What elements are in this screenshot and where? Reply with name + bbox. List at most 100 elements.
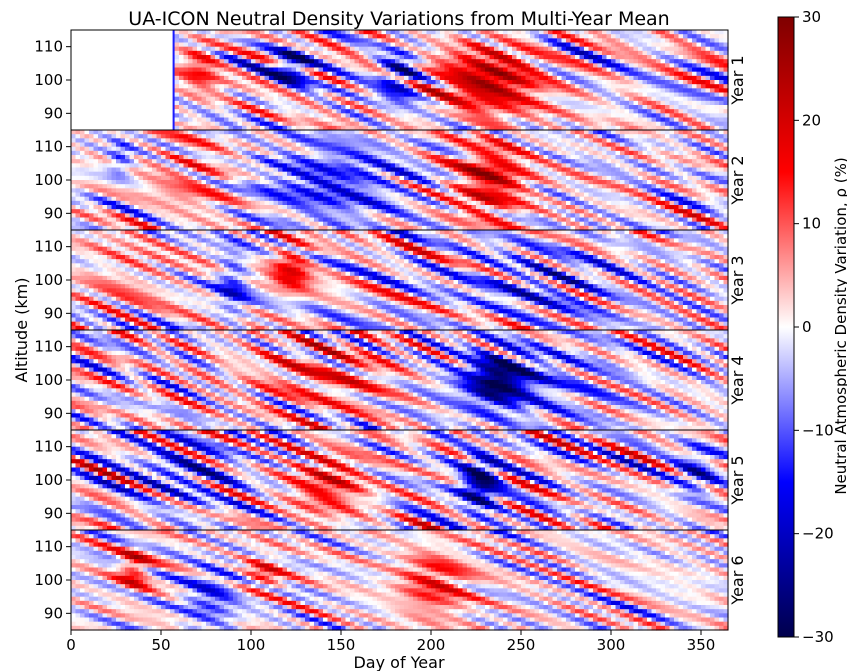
heatmap-cell: [354, 75, 360, 81]
heatmap-cell: [701, 71, 707, 77]
heatmap-cell: [444, 221, 450, 227]
heatmap-cell: [647, 125, 653, 131]
heatmap-cell: [624, 113, 630, 119]
heatmap-cell: [273, 175, 279, 181]
heatmap-cell: [404, 209, 410, 214]
heatmap-cell: [723, 96, 729, 102]
heatmap-cell: [584, 38, 590, 44]
heatmap-cell: [422, 63, 428, 69]
heatmap-cell: [323, 130, 329, 135]
heatmap-cell: [116, 225, 122, 231]
heatmap-cell: [426, 117, 432, 123]
heatmap-cell: [485, 50, 491, 56]
heatmap-cell: [71, 205, 77, 210]
heatmap-cell: [102, 184, 108, 189]
heatmap-cell: [552, 46, 558, 52]
heatmap-cell: [102, 188, 108, 194]
heatmap-cell: [714, 88, 720, 94]
heatmap-cell: [350, 34, 356, 39]
heatmap-cell: [188, 175, 194, 181]
heatmap-cell: [345, 213, 351, 219]
heatmap-cell: [597, 125, 603, 131]
heatmap-cell: [89, 196, 95, 202]
heatmap-cell: [89, 200, 95, 206]
heatmap-cell: [197, 155, 203, 160]
heatmap-cell: [363, 142, 369, 148]
heatmap-cell: [665, 34, 671, 39]
heatmap-cell: [291, 196, 297, 202]
heatmap-cell: [543, 117, 549, 123]
heatmap-cell: [210, 71, 216, 77]
heatmap-cell: [701, 113, 707, 119]
heatmap-cell: [179, 105, 185, 110]
heatmap-cell: [318, 80, 324, 85]
heatmap-cell: [476, 63, 482, 69]
heatmap-cell: [278, 38, 284, 44]
heatmap-cell: [530, 67, 536, 73]
heatmap-cell: [399, 100, 405, 106]
heatmap-cell: [602, 50, 608, 56]
heatmap-cell: [431, 146, 437, 152]
heatmap-cell: [399, 50, 405, 56]
heatmap-cell: [467, 55, 473, 60]
heatmap-cell: [237, 221, 243, 227]
heatmap-cell: [678, 109, 684, 114]
heatmap-cell: [246, 63, 252, 69]
heatmap-cell: [84, 134, 90, 139]
heatmap-cell: [282, 163, 288, 169]
heatmap-cell: [102, 175, 108, 181]
heatmap-cell: [273, 96, 279, 102]
heatmap-cell: [314, 138, 320, 144]
heatmap-cell: [530, 71, 536, 77]
heatmap-cell: [390, 163, 396, 169]
heatmap-cell: [224, 113, 230, 119]
heatmap-cell: [305, 159, 311, 164]
heatmap-cell: [503, 80, 509, 85]
heatmap-cell: [584, 125, 590, 131]
heatmap-cell: [692, 80, 698, 85]
heatmap-cell: [246, 50, 252, 56]
heatmap-cell: [273, 113, 279, 119]
heatmap-cell: [359, 171, 365, 177]
heatmap-cell: [710, 105, 716, 110]
heatmap-cell: [413, 38, 419, 44]
heatmap-cell: [332, 121, 338, 127]
heatmap-cell: [264, 163, 270, 169]
heatmap-cell: [75, 180, 81, 185]
heatmap-cell: [174, 117, 180, 123]
heatmap-cell: [435, 146, 441, 152]
heatmap-cell: [206, 196, 212, 202]
heatmap-cell: [318, 221, 324, 227]
heatmap-cell: [75, 188, 81, 194]
heatmap-cell: [336, 96, 342, 102]
heatmap-cell: [723, 42, 729, 48]
heatmap-cell: [323, 96, 329, 102]
heatmap-cell: [431, 188, 437, 194]
heatmap-cell: [332, 84, 338, 89]
heatmap-cell: [278, 42, 284, 48]
heatmap-cell: [287, 50, 293, 56]
heatmap-cell: [422, 67, 428, 73]
heatmap-cell: [575, 100, 581, 106]
heatmap-cell: [359, 217, 365, 223]
heatmap-cell: [255, 46, 261, 52]
heatmap-cell: [84, 163, 90, 169]
heatmap-cell: [345, 30, 351, 35]
heatmap-cell: [282, 113, 288, 119]
heatmap-cell: [332, 30, 338, 35]
heatmap-cell: [377, 167, 383, 173]
heatmap-cell: [413, 117, 419, 123]
heatmap-cell: [678, 59, 684, 64]
heatmap-cell: [278, 113, 284, 119]
heatmap-cell: [575, 75, 581, 81]
heatmap-cell: [408, 71, 414, 77]
heatmap-cell: [557, 117, 563, 123]
heatmap-cell: [215, 159, 221, 164]
heatmap-cell: [102, 209, 108, 214]
heatmap-cell: [570, 63, 576, 69]
heatmap-cell: [188, 42, 194, 48]
heatmap-cell: [102, 225, 108, 231]
heatmap-cell: [251, 55, 257, 60]
heatmap-cell: [521, 34, 527, 39]
heatmap-cell: [233, 84, 239, 89]
